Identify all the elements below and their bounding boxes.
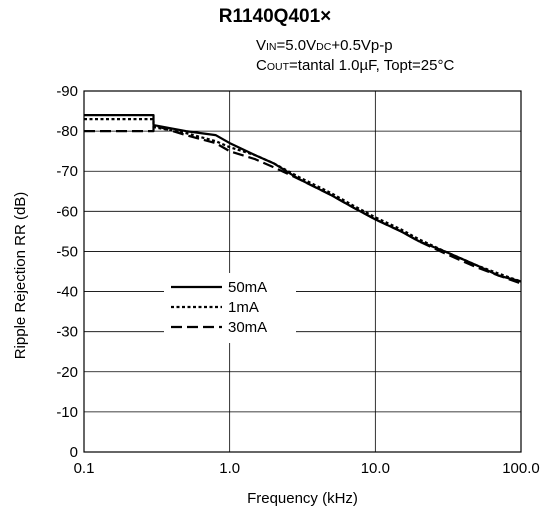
legend-label-50mA: 50mA: [228, 279, 267, 296]
legend-box: [164, 273, 296, 343]
y-tick-label: -40: [56, 284, 78, 301]
x-tick-label: 0.1: [74, 460, 95, 477]
y-tick-label: -50: [56, 243, 78, 260]
legend-label-30mA: 30mA: [228, 319, 267, 336]
legend: 50mA 1mA 30mA: [164, 273, 296, 343]
vin-post: +0.5Vp-p: [331, 37, 393, 54]
y-tick-label: -30: [56, 324, 78, 341]
series-line-1mA: [84, 118, 522, 283]
y-tick-label: -20: [56, 364, 78, 381]
y-tick-label: -70: [56, 163, 78, 180]
vin-sub2: DC: [316, 41, 332, 53]
condition-cout: COUT=tantal 1.0µF, Topt=25°C: [256, 57, 454, 74]
cout-post: =tantal 1.0µF, Topt=25°C: [289, 57, 455, 74]
x-tick-label: 10.0: [361, 460, 390, 477]
condition-vin: VIN=5.0VDC+0.5Vp-p: [256, 37, 393, 54]
tick-labels: 0 -10 -20 -30 -40 -50 -60 -70 -80 -90 0.1 1.0 10.0 10…: [56, 83, 539, 477]
plot-frame: [83, 90, 522, 453]
y-tick-label: -10: [56, 404, 78, 421]
series-line-30mA: [84, 124, 522, 285]
x-tick-label: 100.0: [502, 460, 540, 477]
x-tick-label: 1.0: [219, 460, 240, 477]
series-group: [84, 114, 522, 285]
legend-label-1mA: 1mA: [228, 299, 259, 316]
cout-pre: C: [256, 57, 267, 74]
cout-sub: OUT: [266, 61, 290, 73]
vin-pre: V: [256, 37, 267, 54]
y-tick-label: 0: [70, 444, 78, 461]
grid: [84, 91, 521, 452]
vin-sub: IN: [266, 41, 277, 53]
y-tick-label: -60: [56, 203, 78, 220]
y-tick-label: -80: [56, 123, 78, 140]
y-axis-label: Ripple Rejection RR (dB): [12, 192, 29, 360]
y-tick-label: -90: [56, 83, 78, 100]
vin-mid: =5.0V: [276, 37, 317, 54]
x-axis-label: Frequency (kHz): [247, 490, 358, 507]
chart-title: R1140Q401×: [218, 6, 332, 27]
